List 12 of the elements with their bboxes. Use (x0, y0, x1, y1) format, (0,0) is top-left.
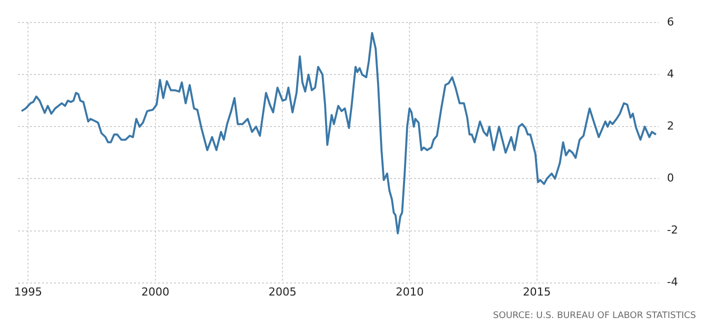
x-tick-label: 2015 (522, 285, 551, 298)
y-tick-label: 0 (667, 172, 674, 185)
x-tick-label: 2010 (396, 285, 424, 298)
y-tick-label: -4 (667, 276, 678, 289)
y-tick-label: -2 (667, 224, 678, 237)
y-tick-label: 4 (667, 68, 674, 80)
x-tick-label: 2000 (141, 285, 170, 298)
y-tick-label: 6 (667, 15, 674, 28)
x-tick-label: 2005 (268, 285, 297, 298)
source-note: SOURCE: U.S. BUREAU OF LABOR STATISTICS (493, 311, 696, 321)
x-tick-label: 1995 (14, 285, 42, 298)
y-tick-label: 2 (667, 120, 674, 133)
